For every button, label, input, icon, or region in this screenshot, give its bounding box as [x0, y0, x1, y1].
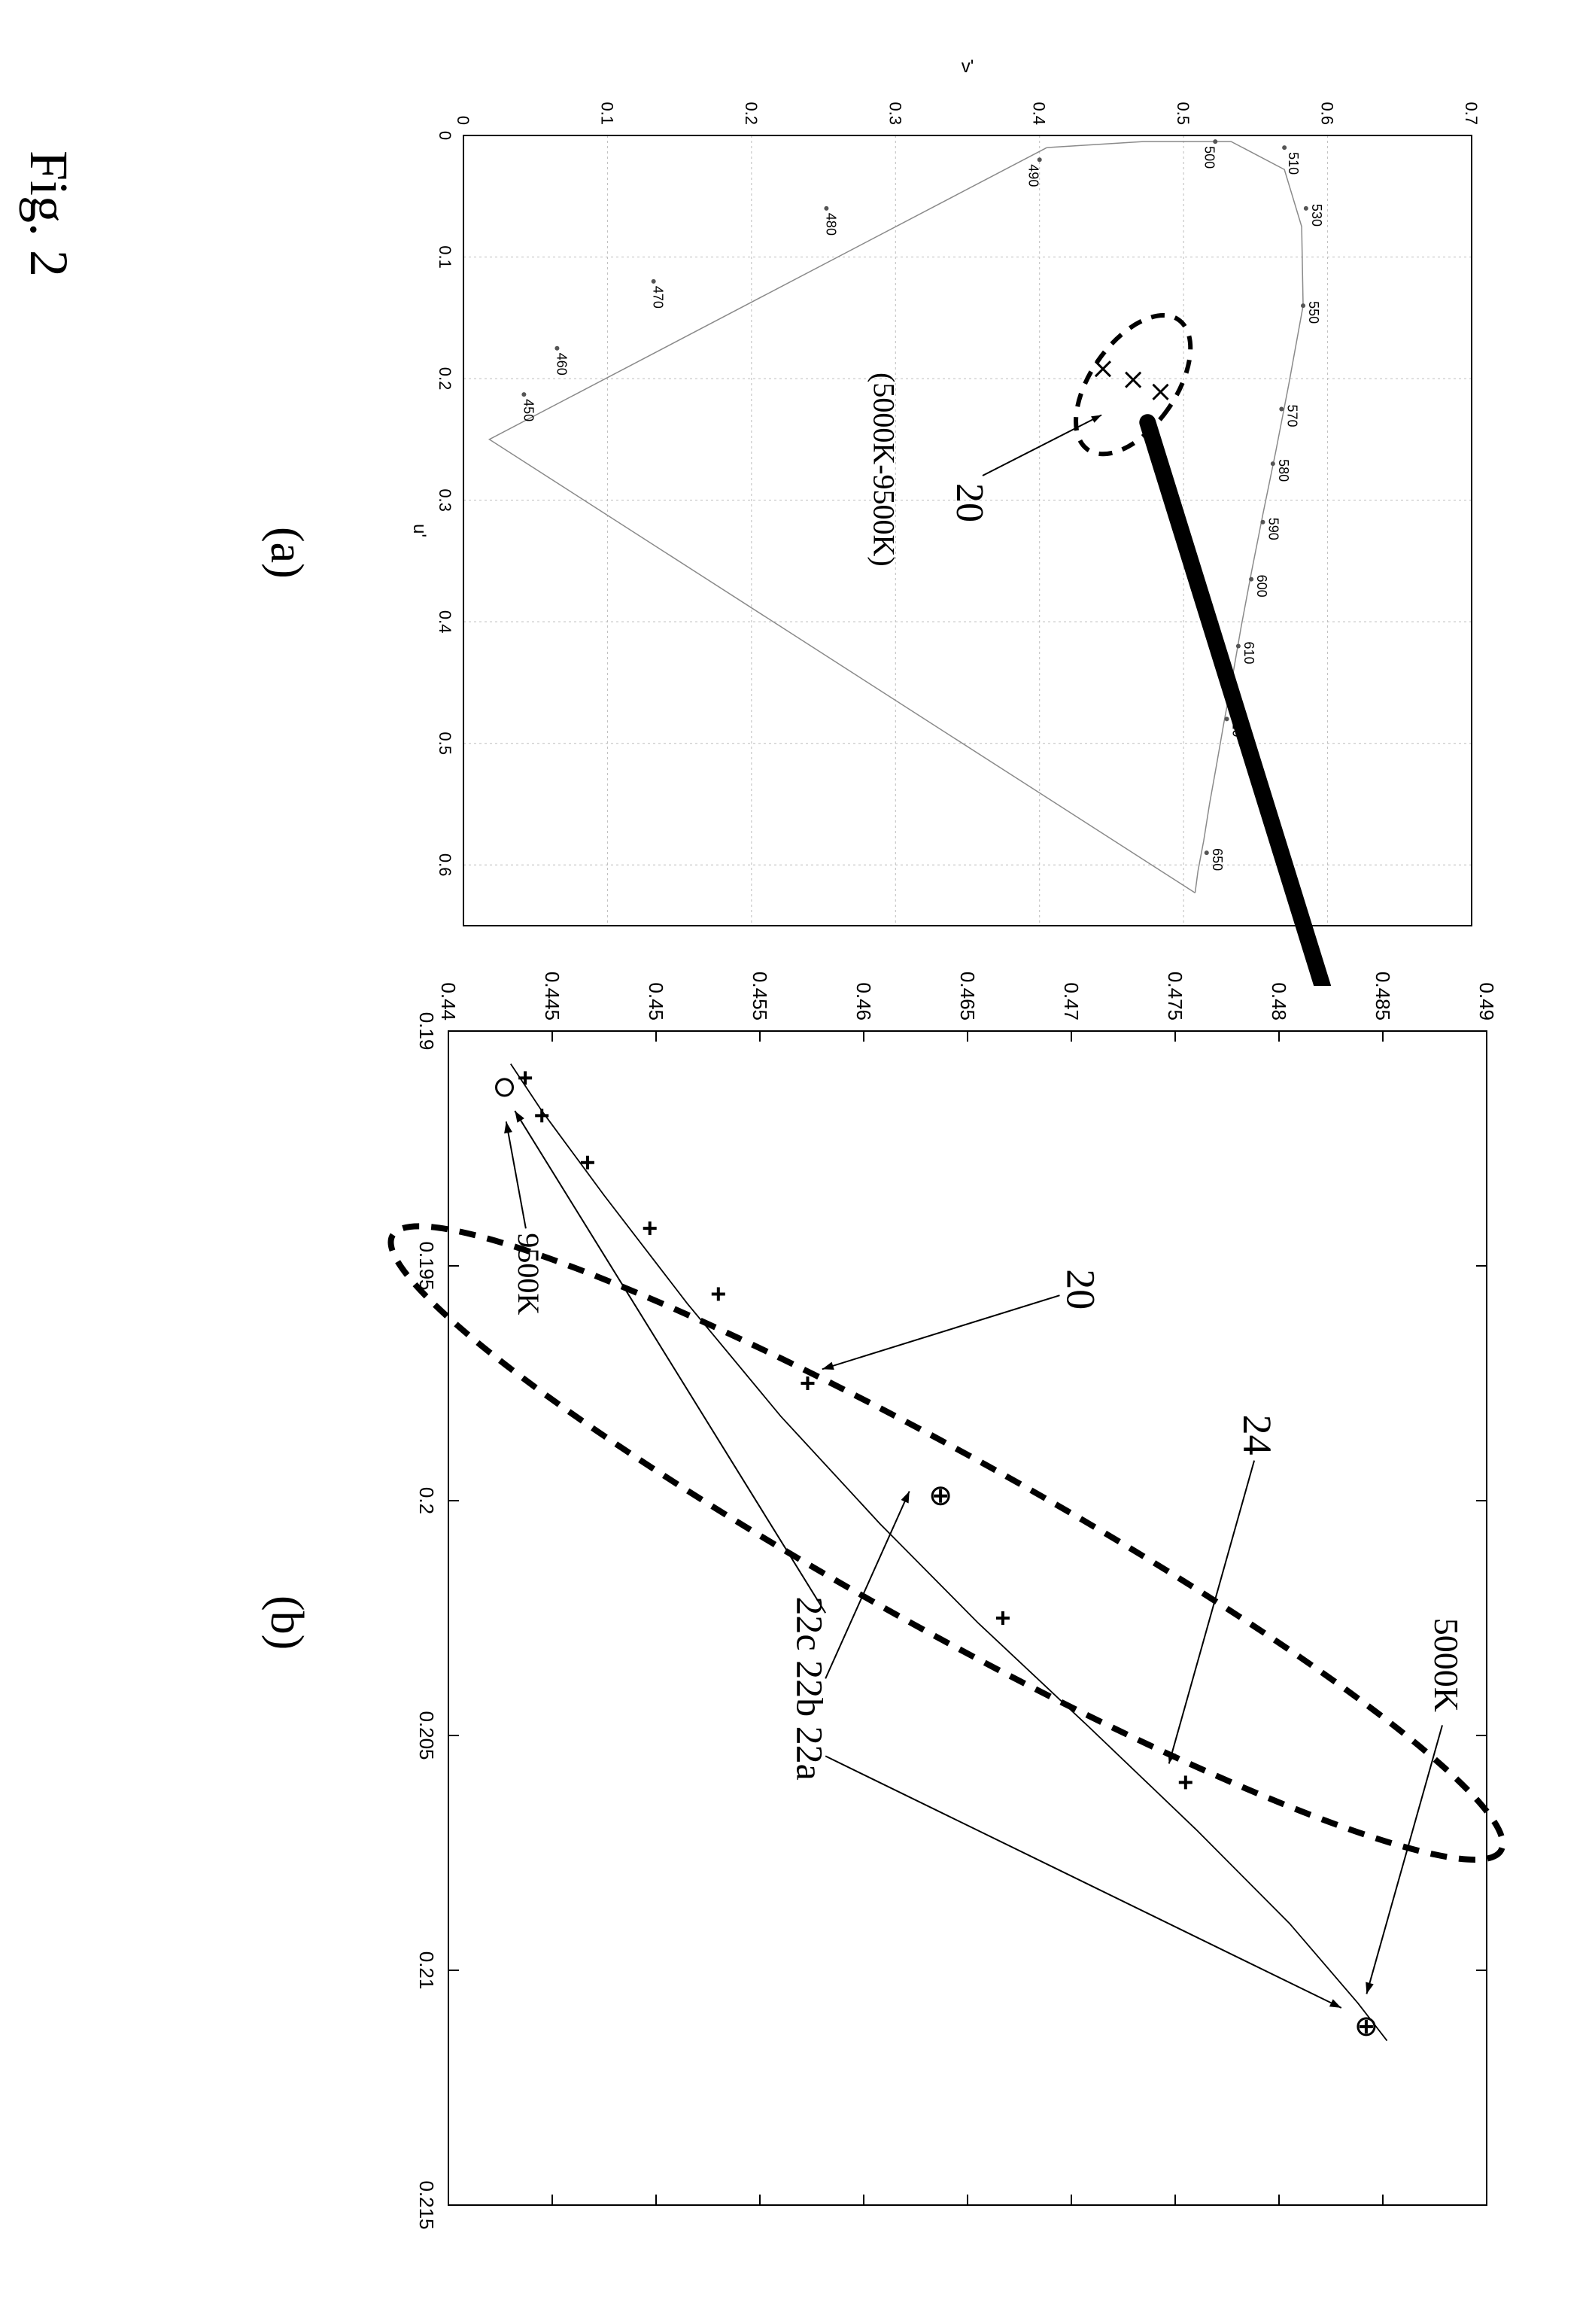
wavelength-label: 570 [1284, 404, 1299, 427]
svg-text:0.47: 0.47 [1060, 982, 1083, 1021]
planckian-locus [511, 1064, 1387, 2041]
wavelength-label: 530 [1309, 204, 1324, 227]
label-20: 20 [948, 483, 991, 522]
zoom-arrow [1147, 422, 1374, 986]
panel-a-xaxis-label: u' [409, 524, 430, 537]
range-label: (5000K-9500K) [867, 373, 901, 567]
svg-text:0.3: 0.3 [436, 488, 454, 512]
svg-text:0.44: 0.44 [437, 982, 460, 1021]
wavelength-label: 650 [1210, 848, 1225, 871]
svg-text:0.6: 0.6 [436, 853, 454, 877]
wavelength-label: 500 [1202, 146, 1217, 169]
svg-text:0: 0 [454, 116, 472, 125]
wavelength-label: 470 [651, 286, 666, 309]
svg-text:0.1: 0.1 [597, 102, 616, 125]
panel-b-chart: 0.19 0.195 0.2 0.205 0.21 0.215 0.44 0.445 0.45 0… [366, 933, 1524, 2258]
svg-text:0.19: 0.19 [415, 1012, 438, 1051]
wavelength-label: 490 [1026, 164, 1041, 187]
svg-text:0.6: 0.6 [1318, 102, 1337, 125]
label-9500k: 9500K [512, 1233, 545, 1315]
wavelength-label: 550 [1306, 301, 1321, 324]
label-24: 24 [1235, 1415, 1280, 1456]
svg-text:0.49: 0.49 [1475, 982, 1498, 1021]
wavelength-label: 600 [1254, 575, 1269, 598]
svg-text:0.2: 0.2 [742, 102, 761, 125]
sublabel-a: (a) [260, 527, 313, 579]
svg-text:0.48: 0.48 [1268, 982, 1290, 1021]
wavelength-label: 510 [1286, 152, 1301, 175]
panel-a-yaxis-label: v' [962, 56, 974, 77]
svg-text:0.45: 0.45 [645, 982, 667, 1021]
svg-text:0.465: 0.465 [956, 972, 979, 1021]
svg-text:0.485: 0.485 [1372, 972, 1394, 1021]
svg-text:0.2: 0.2 [436, 367, 454, 391]
wavelength-label: 460 [554, 353, 569, 376]
svg-text:0.215: 0.215 [415, 2180, 438, 2229]
wavelength-label: 580 [1276, 459, 1291, 482]
svg-text:0.195: 0.195 [415, 1241, 438, 1290]
svg-text:0.475: 0.475 [1164, 972, 1186, 1021]
point-22c [497, 1079, 513, 1096]
sublabel-b: (b) [260, 1595, 313, 1650]
svg-text:0.205: 0.205 [415, 1711, 438, 1760]
wavelength-label: 450 [521, 399, 536, 421]
wavelength-label: 480 [823, 213, 838, 236]
svg-text:0.5: 0.5 [436, 732, 454, 755]
svg-text:0.5: 0.5 [1174, 102, 1192, 125]
svg-text:0.3: 0.3 [886, 102, 904, 125]
label-22c-22b-22a: 22c 22b 22a [789, 1596, 831, 1780]
label-20-b: 20 [1058, 1269, 1103, 1310]
svg-text:0.4: 0.4 [1030, 102, 1049, 125]
svg-text:0.2: 0.2 [415, 1487, 438, 1514]
svg-text:0.4: 0.4 [436, 610, 454, 634]
svg-text:0.21: 0.21 [415, 1951, 438, 1990]
figure-label: Fig. 2 [17, 151, 80, 277]
wavelength-label: 590 [1265, 518, 1281, 540]
wavelength-label: 610 [1241, 641, 1256, 664]
svg-text:0.455: 0.455 [749, 972, 771, 1021]
svg-text:0.1: 0.1 [436, 245, 454, 269]
svg-text:0.445: 0.445 [541, 972, 564, 1021]
svg-text:0: 0 [436, 131, 454, 140]
svg-text:0.7: 0.7 [1462, 102, 1481, 125]
svg-text:0.46: 0.46 [852, 982, 875, 1021]
label-5000k: 5000K [1427, 1618, 1466, 1712]
region-20-ellipse [1053, 295, 1213, 473]
panel-a-chart: 0 0.1 0.2 0.3 0.4 0.5 0.6 0 0.1 0.2 0.3 0.4 0.5 0.6 0.… [358, 30, 1517, 986]
